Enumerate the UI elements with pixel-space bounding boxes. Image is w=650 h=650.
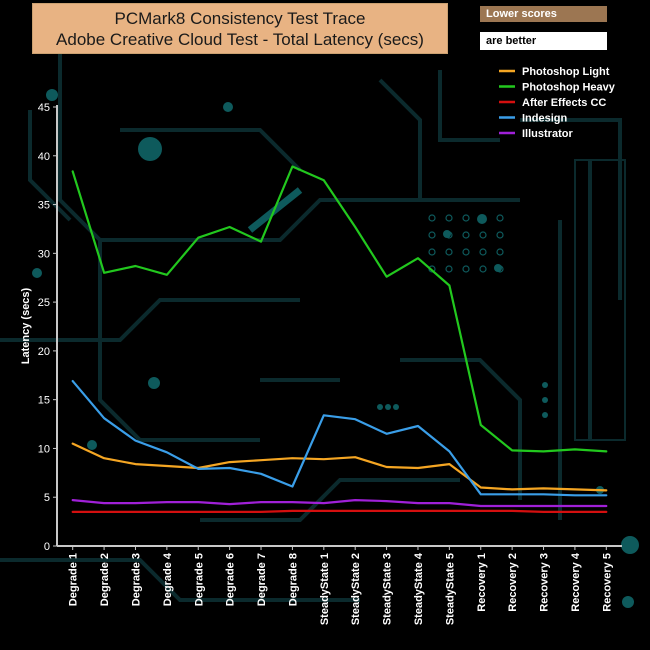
- x-tick-label: Degrade 1: [68, 553, 80, 606]
- x-tick-label: Recovery 4: [570, 552, 582, 612]
- circuit-trace: [520, 118, 622, 300]
- circuit-node: [445, 214, 453, 222]
- are-better-badge: are better: [480, 32, 607, 50]
- x-tick-label: Recovery 5: [601, 553, 613, 612]
- circuit-node: [385, 404, 391, 410]
- circuit-trace: [438, 70, 500, 142]
- y-tick-label: 35: [38, 200, 50, 212]
- circuit-node: [445, 231, 453, 239]
- circuit-trace: [58, 20, 520, 242]
- circuit-node: [462, 214, 470, 222]
- x-tick-label: SteadyState 5: [444, 553, 456, 625]
- y-tick-label: 0: [44, 541, 50, 553]
- x-tick-label: Degrade 5: [193, 553, 205, 606]
- circuit-node: [496, 265, 504, 273]
- circuit-node: [479, 214, 487, 222]
- chart-title-box: PCMark8 Consistency Test Trace Adobe Cre…: [32, 3, 448, 54]
- series-line: [71, 509, 608, 513]
- circuit-node: [621, 536, 639, 554]
- legend-label: Indesign: [522, 113, 568, 125]
- circuit-node: [87, 440, 97, 450]
- circuit-block: [574, 159, 626, 441]
- chart-subtitle: Adobe Creative Cloud Test - Total Latenc…: [56, 30, 424, 49]
- circuit-node: [223, 102, 233, 112]
- y-tick-label: 40: [38, 151, 50, 163]
- circuit-node: [542, 412, 548, 418]
- x-tick-label: Degrade 6: [225, 553, 237, 606]
- circuit-node: [377, 404, 383, 410]
- x-tick-label: SteadyState 1: [319, 553, 331, 625]
- chart-title: PCMark8 Consistency Test Trace: [114, 9, 366, 28]
- x-tick-label: SteadyState 2: [350, 553, 362, 625]
- x-tick-label: Degrade 2: [99, 553, 111, 606]
- circuit-node: [428, 231, 436, 239]
- circuit-node: [32, 268, 42, 278]
- y-tick-label: 30: [38, 248, 50, 260]
- circuit-node: [462, 231, 470, 239]
- y-tick-label: 25: [38, 297, 50, 309]
- legend-label: After Effects CC: [522, 97, 606, 109]
- x-tick-label: Recovery 3: [539, 553, 551, 612]
- circuit-node: [393, 404, 399, 410]
- circuit-node: [479, 248, 487, 256]
- y-tick-label: 10: [38, 443, 50, 455]
- circuit-node: [148, 377, 160, 389]
- x-tick-label: SteadyState 4: [413, 552, 425, 625]
- x-tick-label: Degrade 3: [130, 553, 142, 606]
- circuit-node: [428, 214, 436, 222]
- circuit-trace: [120, 128, 302, 172]
- circuit-node: [462, 248, 470, 256]
- x-tick-label: SteadyState 3: [382, 553, 394, 625]
- lower-scores-badge: Lower scores: [480, 6, 607, 22]
- circuit-trace: [98, 240, 260, 442]
- legend-label: Illustrator: [522, 128, 573, 140]
- circuit-trace: [378, 78, 422, 200]
- x-tick-label: Degrade 4: [162, 552, 174, 606]
- x-tick-label: Degrade 8: [287, 553, 299, 606]
- circuit-trace: [0, 558, 360, 602]
- legend-label: Photoshop Heavy: [522, 82, 616, 94]
- circuit-trace: [0, 298, 300, 342]
- series-line: [71, 380, 608, 497]
- circuit-node: [542, 397, 548, 403]
- y-tick-label: 20: [38, 346, 50, 358]
- circuit-node: [496, 231, 504, 239]
- circuit-node: [496, 248, 504, 256]
- series-line: [71, 499, 608, 508]
- series-line: [71, 165, 608, 453]
- circuit-node: [462, 265, 470, 273]
- y-axis-title: Latency (secs): [20, 287, 32, 364]
- x-tick-label: Recovery 1: [476, 553, 488, 612]
- y-tick-label: 15: [38, 395, 50, 407]
- series-line: [71, 442, 608, 492]
- circuit-node: [542, 382, 548, 388]
- circuit-node: [46, 89, 58, 101]
- circuit-node: [428, 248, 436, 256]
- circuit-node: [477, 214, 487, 224]
- circuit-node: [138, 137, 162, 161]
- circuit-node: [479, 265, 487, 273]
- circuit-node: [445, 265, 453, 273]
- legend-label: Photoshop Light: [522, 66, 610, 78]
- circuit-node: [622, 596, 634, 608]
- circuit-node: [496, 214, 504, 222]
- circuit-node: [445, 248, 453, 256]
- y-tick-label: 5: [44, 492, 50, 504]
- x-tick-label: Degrade 7: [256, 553, 268, 606]
- circuit-trace: [200, 478, 460, 522]
- y-tick-label: 45: [38, 102, 50, 114]
- x-tick-label: Recovery 2: [507, 553, 519, 612]
- circuit-node: [479, 231, 487, 239]
